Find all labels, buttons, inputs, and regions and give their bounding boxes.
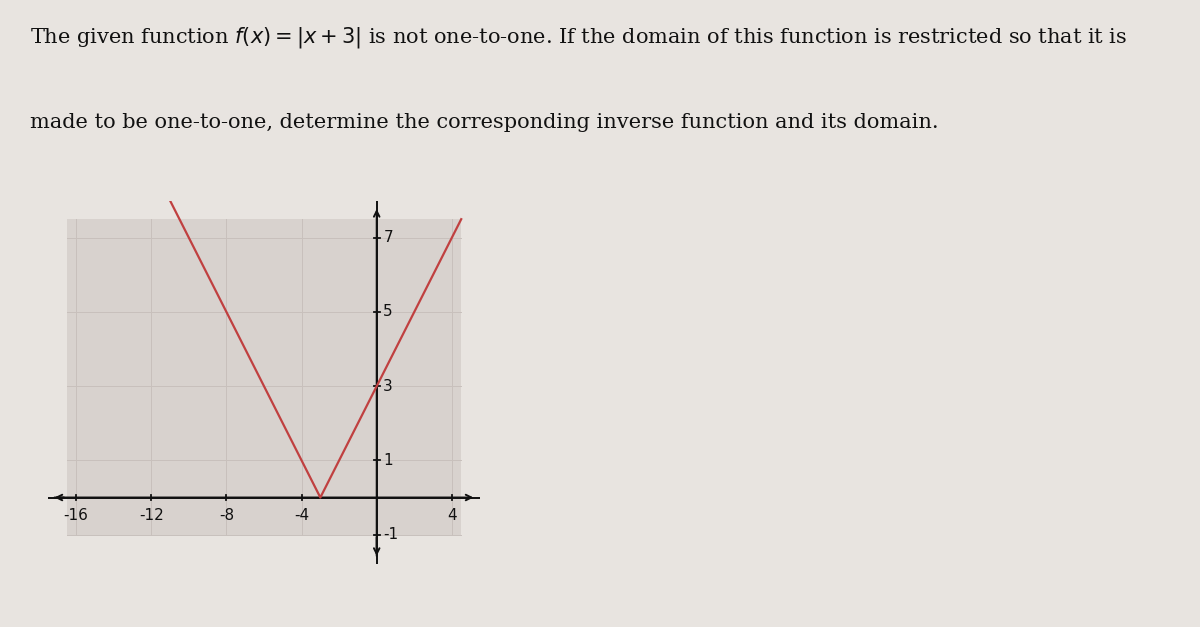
Bar [67,219,461,535]
Text: -8: -8 [218,508,234,523]
Text: 5: 5 [383,305,392,320]
Text: -4: -4 [294,508,310,523]
Text: -12: -12 [139,508,163,523]
Text: -1: -1 [383,527,398,542]
Text: 4: 4 [448,508,457,523]
Text: The given function $f(x) = |x + 3|$ is not one-to-one. If the domain of this fun: The given function $f(x) = |x + 3|$ is n… [30,25,1127,50]
Text: made to be one-to-one, determine the corresponding inverse function and its doma: made to be one-to-one, determine the cor… [30,113,938,132]
Text: -16: -16 [64,508,89,523]
Text: 3: 3 [383,379,394,394]
Text: 7: 7 [383,230,392,245]
Text: 1: 1 [383,453,392,468]
